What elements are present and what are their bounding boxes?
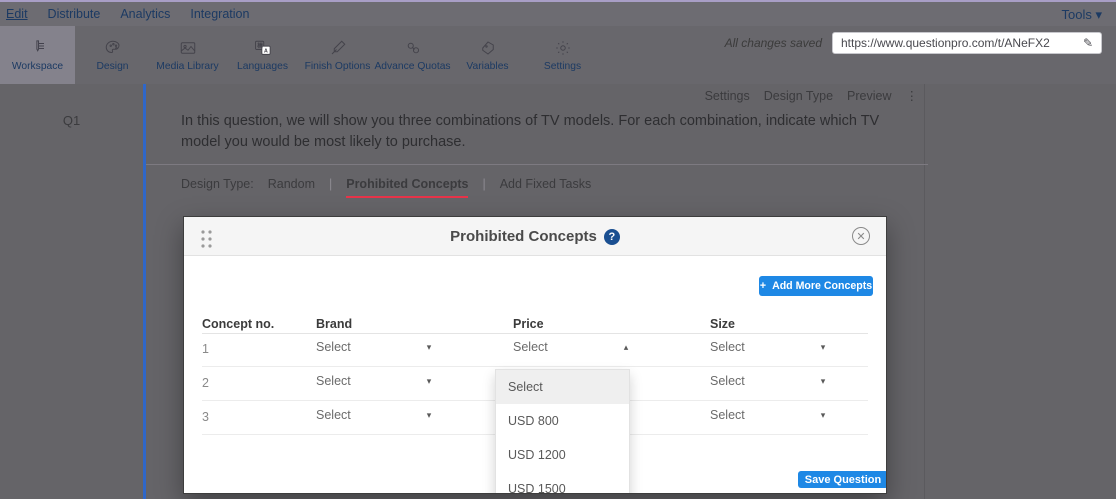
svg-text:楱: 楱 bbox=[256, 41, 263, 49]
svg-text:A: A bbox=[263, 48, 267, 54]
